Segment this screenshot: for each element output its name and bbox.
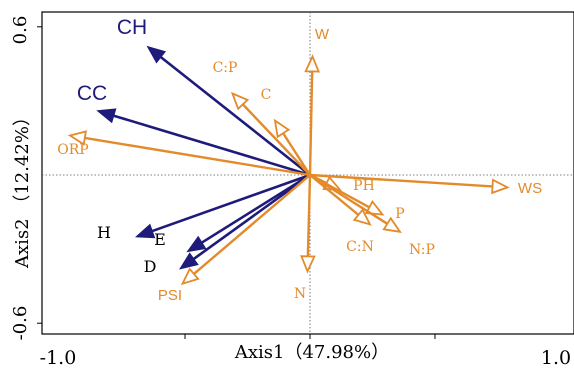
vector-shaft-4 — [193, 173, 311, 260]
vector-arrowhead-1 — [96, 108, 117, 124]
vector-arrowhead-5 — [304, 54, 321, 73]
vector-arrowhead-6 — [230, 91, 250, 111]
vector-arrowhead-15 — [180, 267, 200, 286]
vector-label-2: H — [97, 223, 111, 242]
vectors — [67, 45, 510, 286]
vector-shaft-6 — [241, 103, 311, 176]
vector-label-3: E — [154, 230, 166, 249]
vector-shaft-3 — [201, 173, 311, 244]
vector-label-13: C:N — [346, 239, 374, 255]
vector-shaft-0 — [160, 56, 311, 177]
vector-shaft-1 — [113, 114, 311, 177]
vector-shaft-8 — [84, 136, 311, 177]
plot-frame — [41, 11, 574, 335]
vector-arrowhead-13 — [352, 208, 372, 226]
axis-ticks — [37, 26, 436, 339]
vector-label-0: CH — [117, 16, 147, 39]
vector-arrowhead-11 — [364, 199, 385, 216]
vector-label-11: P — [395, 206, 404, 222]
y-axis-label: Axis2 （12.42%） — [12, 108, 33, 269]
vector-arrowhead-0 — [146, 45, 167, 64]
vector-shaft-14 — [306, 174, 312, 257]
x-tick-label-max: 1.0 — [541, 347, 571, 369]
vector-arrowhead-9 — [491, 178, 510, 195]
vector-shaft-2 — [151, 173, 311, 233]
x-axis-label: Axis1（47.98%） — [234, 342, 389, 363]
vector-label-14: N — [294, 286, 306, 302]
y-tick-label-top: 0.6 — [10, 16, 31, 45]
vector-shaft-15 — [193, 174, 311, 275]
vector-label-10: PH — [353, 178, 375, 194]
vector-label-8: ORP — [57, 142, 88, 158]
vector-shaft-5 — [308, 71, 314, 176]
vector-shaft-7 — [282, 132, 312, 176]
vector-arrowhead-8 — [67, 130, 87, 146]
vector-label-5: W — [315, 26, 330, 43]
vector-labels: CH CC H ED W C:P C ORP WS PH P N:P C:N N PSI — [57, 16, 542, 304]
vector-arrowhead-4 — [178, 252, 199, 270]
vector-shaft-9 — [309, 173, 493, 188]
y-tick-label-bottom: -0.6 — [10, 306, 31, 341]
vector-arrowhead-14 — [300, 255, 316, 274]
vector-shaft-13 — [309, 174, 360, 216]
vector-arrowhead-12 — [382, 216, 402, 234]
vector-arrowhead-2 — [135, 223, 156, 239]
vector-arrowhead-3 — [186, 235, 207, 253]
vector-label-7: C — [261, 87, 272, 103]
vector-label-4: D — [144, 257, 157, 276]
vector-label-12: N:P — [409, 242, 435, 258]
vector-label-9: WS — [518, 180, 542, 197]
vector-label-6: C:P — [213, 60, 238, 76]
vector-shaft-12 — [309, 173, 388, 225]
vector-label-15: PSI — [158, 287, 182, 304]
x-tick-label-min: -1.0 — [40, 347, 77, 369]
vector-label-1: CC — [77, 82, 107, 105]
vector-arrowhead-7 — [273, 118, 291, 139]
